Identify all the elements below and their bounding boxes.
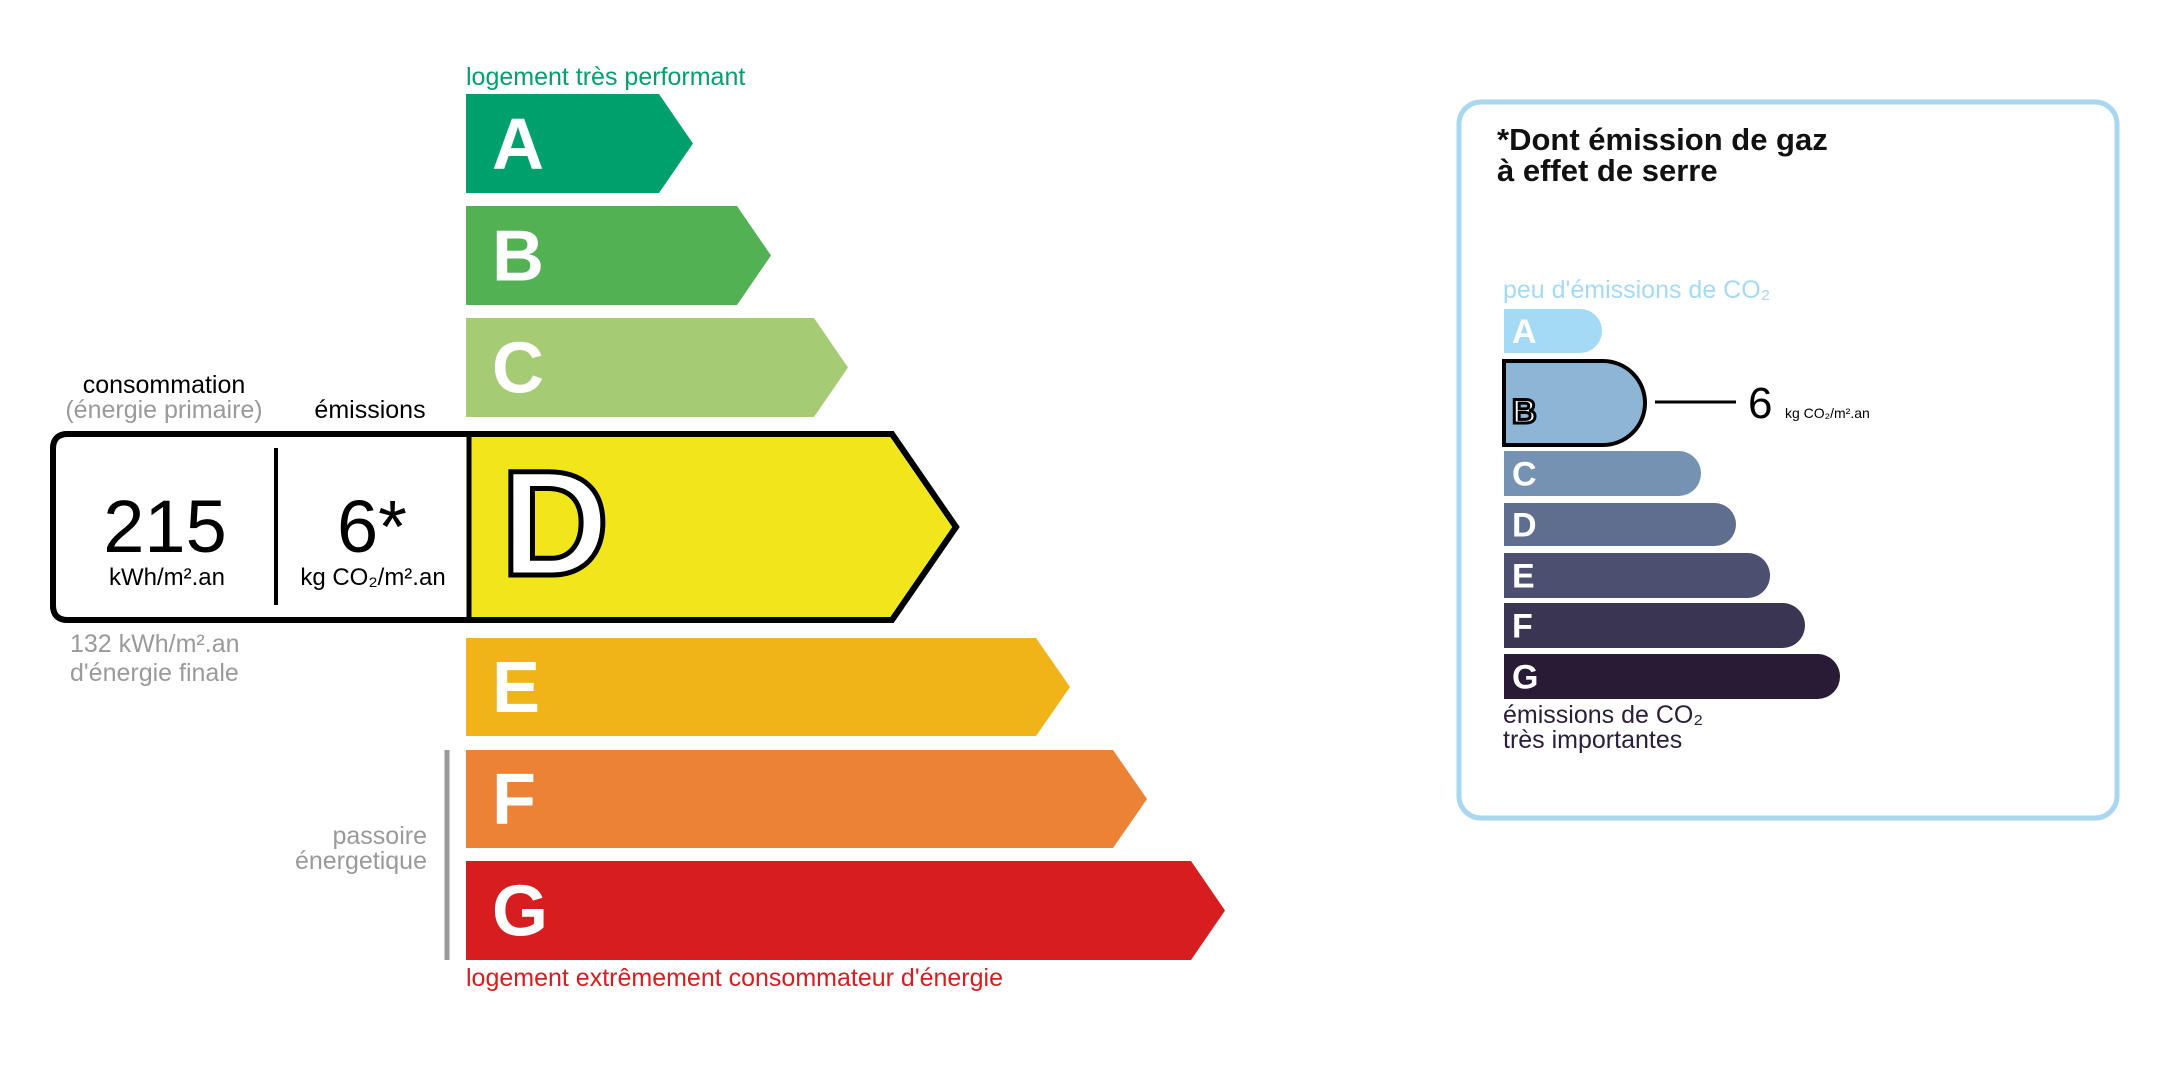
ges-bar-g [1504, 654, 1840, 699]
consumption-sublabel: (énergie primaire) [65, 396, 262, 424]
consumption-unit: kWh/m².an [109, 564, 225, 591]
ges-bar-c [1504, 451, 1701, 496]
value-box [56, 437, 469, 617]
passoire-label-1: passoire [333, 822, 428, 850]
energy-bar-d [469, 437, 952, 617]
energy-bar-letter: F [492, 760, 536, 840]
ges-bar-d [1504, 503, 1736, 546]
energy-bar-b [466, 206, 771, 305]
ges-bar-b [1502, 359, 1647, 447]
ges-bar-letter: E [1512, 558, 1535, 596]
consumption-value: 215 [103, 485, 226, 568]
ges-bar-f [1504, 603, 1805, 648]
energy-bar-letter: E [492, 648, 540, 728]
final-energy-label: d'énergie finale [70, 659, 239, 687]
ges-title-1: *Dont émission de gaz [1497, 122, 1828, 157]
energy-bar-letter: C [492, 329, 544, 409]
emissions-unit: kg CO₂/m².an [300, 564, 445, 591]
ges-bar-a [1504, 309, 1602, 353]
ges-value: 6 [1748, 379, 1772, 428]
ges-top-label: peu d'émissions de CO₂ [1503, 276, 1770, 304]
energy-bar-letter: A [492, 105, 544, 185]
value-box-border [50, 431, 960, 623]
ges-bottom-label-1: émissions de CO₂ [1503, 701, 1703, 729]
energy-bar-e [466, 638, 1070, 736]
energy-top-label: logement très performant [466, 63, 745, 91]
energy-bottom-label: logement extrêmement consommateur d'éner… [466, 964, 1003, 992]
consumption-label: consommation [83, 371, 246, 399]
ges-bottom-label-2: très importantes [1503, 726, 1682, 754]
energy-bar-f [466, 750, 1147, 848]
emissions-value: 6* [337, 485, 407, 568]
energy-bar-letter: B [492, 217, 544, 297]
ges-bar-letter: A [1512, 313, 1537, 351]
active-class-letter: D [501, 439, 609, 607]
final-energy-value: 132 kWh/m².an [70, 630, 240, 658]
energy-bar-c [466, 318, 848, 417]
energy-bar-a [466, 94, 693, 193]
ges-bar-letter: B [1512, 393, 1537, 431]
emissions-label: émissions [314, 396, 425, 424]
ges-bar-letter: F [1512, 608, 1533, 646]
ges-bar-letter: D [1512, 507, 1537, 545]
ges-unit: kg CO₂/m².an [1785, 405, 1870, 421]
passoire-label-2: énergetique [295, 847, 427, 875]
ges-title-2: à effet de serre [1497, 153, 1718, 188]
energy-bars: ABC EFG [466, 94, 1225, 960]
ges-bar-e [1504, 553, 1771, 598]
ges-bar-letter: G [1512, 659, 1538, 697]
ges-bar-letter: C [1512, 456, 1537, 494]
energy-bar-g [466, 861, 1225, 960]
energy-bar-letter: G [492, 872, 548, 952]
